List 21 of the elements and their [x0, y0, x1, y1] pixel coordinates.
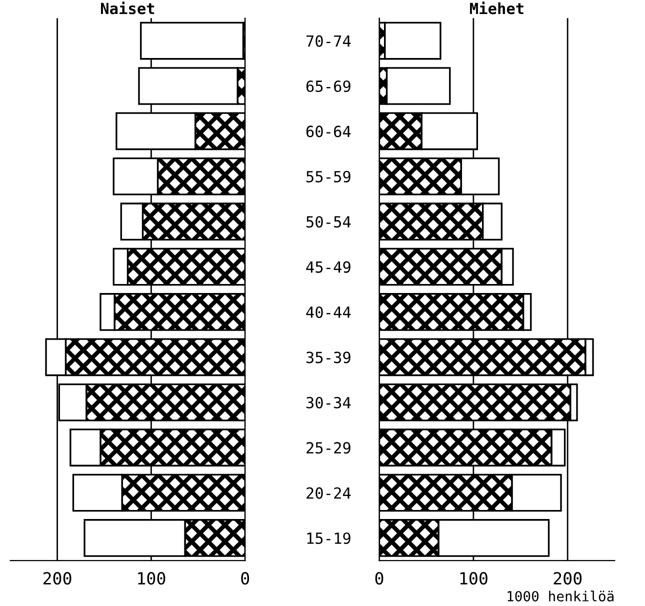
- y-tick-label: 45-49: [306, 261, 350, 273]
- y-tick-label: 65-69: [306, 80, 350, 92]
- chart-title: Naiset: [101, 2, 154, 14]
- x-tick-label: 200: [554, 572, 582, 585]
- chart-title: Miehet: [470, 2, 524, 14]
- x-axis-title: 1000 henkilöä: [508, 590, 614, 602]
- x-tick-label: 0: [241, 572, 250, 585]
- y-tick-label: 30-34: [306, 396, 351, 408]
- y-tick-label: 25-29: [306, 442, 350, 454]
- x-tick-label: 0: [375, 572, 384, 585]
- x-tick-label: 100: [460, 572, 488, 585]
- y-tick-label: 60-64: [306, 126, 351, 138]
- y-tick-label: 50-54: [306, 216, 351, 228]
- y-tick-label: 55-59: [306, 170, 350, 182]
- x-tick-label: 100: [138, 572, 166, 585]
- y-tick-label: 20-24: [306, 487, 351, 499]
- y-tick-label: 35-39: [306, 352, 350, 364]
- y-tick-label: 40-44: [306, 306, 351, 318]
- y-tick-label: 15-19: [307, 532, 350, 544]
- y-tick-label: 70-74: [306, 35, 351, 47]
- x-tick-label: 200: [43, 572, 72, 585]
